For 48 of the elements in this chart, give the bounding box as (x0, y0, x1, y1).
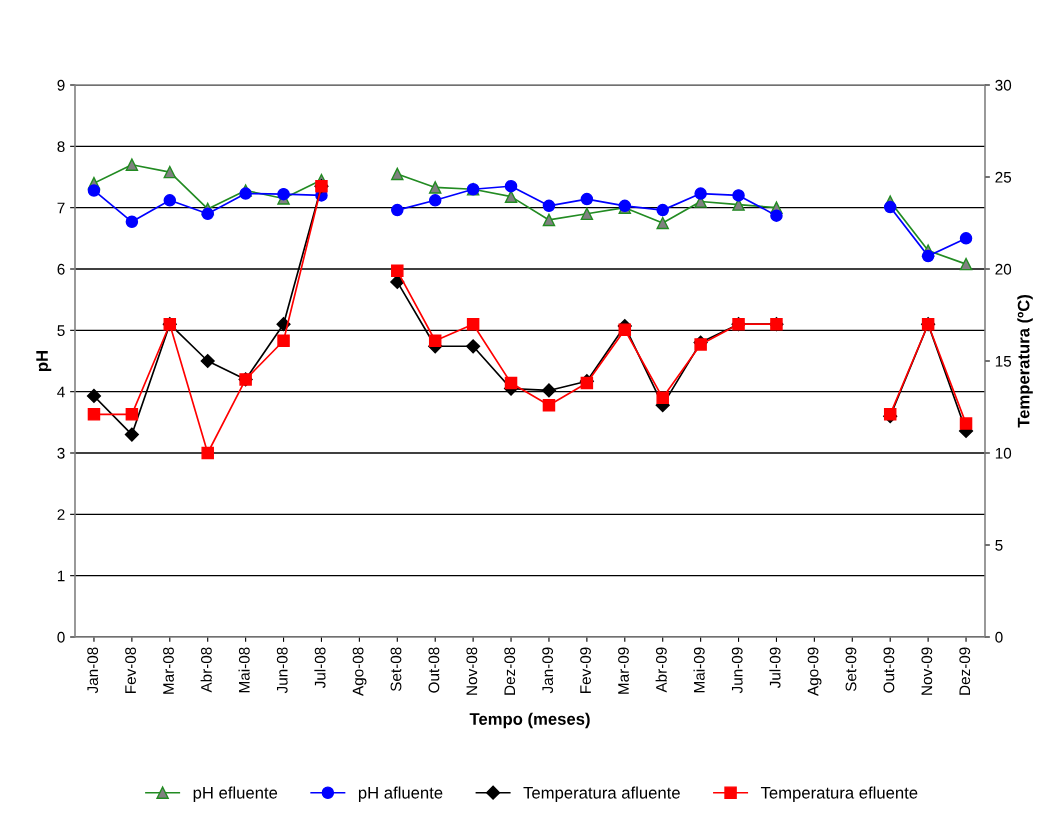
y-tick-label: 2 (57, 509, 65, 520)
y-tick-label: 1 (57, 570, 65, 582)
y2-tick-label: 10 (995, 447, 1012, 459)
x-tick-label: Out-09 (883, 647, 895, 693)
y-tick-label: 4 (57, 386, 65, 398)
x-tick-label: Fev-08 (125, 647, 136, 694)
y2-tick-label: 25 (995, 171, 1012, 183)
x-tick-label: Jun-08 (276, 647, 288, 694)
legend-label: pH afluente (358, 786, 443, 802)
y-tick-label: 9 (57, 79, 65, 91)
y2-axis-title: Temperatura (ºC) (1017, 295, 1033, 428)
x-tick-label: Jun-09 (731, 647, 743, 694)
y-tick-label: 0 (57, 631, 65, 643)
x-tick-label: Jul-08 (314, 647, 326, 689)
y2-tick-label: 0 (995, 631, 1003, 643)
x-tick-label: Abr-09 (655, 647, 667, 693)
y-tick-label: 8 (57, 141, 65, 153)
x-tick-label: Jul-09 (769, 647, 781, 689)
y-tick-label: 3 (57, 447, 65, 459)
y2-tick-label: 5 (995, 540, 1003, 551)
x-tick-label: Jan-08 (87, 647, 99, 694)
x-tick-label: Dez-08 (504, 647, 516, 695)
x-tick-label: Ago-09 (807, 647, 822, 696)
x-tick-label: Mar-08 (163, 647, 174, 694)
x-tick-label: Mai-08 (238, 647, 250, 693)
x-tick-label: Nov-08 (466, 647, 478, 695)
x-tick-label: Mai-09 (693, 647, 705, 693)
y2-tick-label: 30 (995, 79, 1012, 91)
x-axis-title: Tempo (meses) (469, 712, 590, 729)
x-tick-label: Abr-08 (200, 647, 212, 693)
x-tick-label: Fev-09 (580, 647, 591, 694)
y-tick-label: 6 (57, 263, 65, 275)
x-tick-label: Dez-09 (959, 647, 971, 695)
x-tick-label: Ago-08 (352, 647, 367, 696)
y2-tick-label: 15 (995, 356, 1012, 367)
y-axis-title: pH (36, 351, 52, 372)
x-tick-label: Set-09 (845, 647, 857, 692)
legend-label: Temperatura afluente (523, 786, 680, 802)
x-tick-label: Out-08 (428, 647, 440, 693)
y2-tick-label: 20 (995, 263, 1012, 275)
legend-label: pH efluente (193, 786, 278, 802)
y-tick-label: 7 (57, 202, 65, 214)
x-tick-label: Jan-09 (542, 647, 554, 694)
legend-label: Temperatura efluente (760, 786, 918, 802)
x-tick-label: Nov-09 (921, 647, 933, 695)
x-tick-label: Set-08 (390, 647, 402, 692)
y-tick-label: 5 (57, 325, 65, 337)
x-tick-label: Mar-09 (618, 647, 629, 694)
